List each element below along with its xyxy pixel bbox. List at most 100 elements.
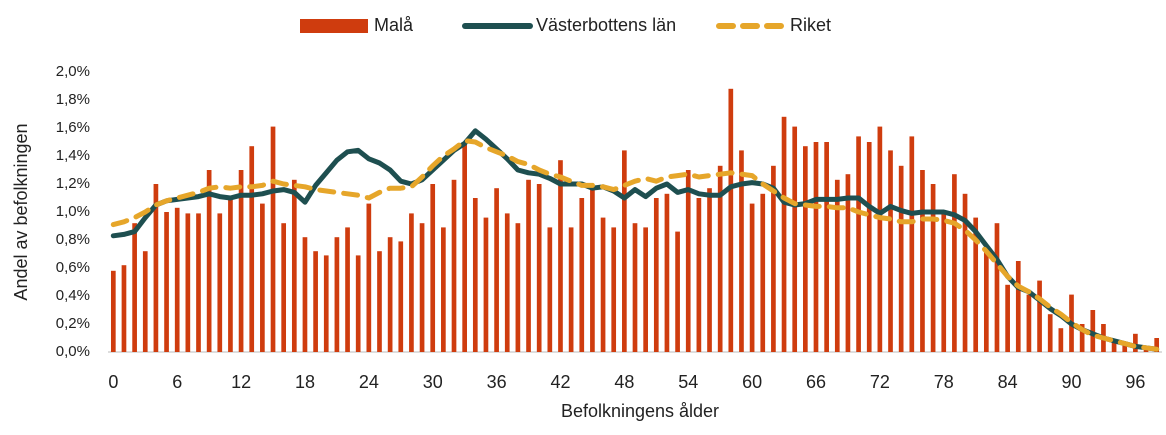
bar (270, 126, 276, 352)
bar (132, 223, 137, 352)
x-tick-label: 72 (870, 372, 890, 392)
x-tick-label: 30 (423, 372, 443, 392)
legend-swatch (300, 19, 368, 33)
bar (1015, 261, 1021, 352)
bar (185, 213, 191, 352)
y-tick-label: 1,0% (56, 203, 90, 220)
bar (536, 184, 542, 352)
bar (504, 213, 510, 352)
bar (260, 203, 265, 352)
bar (345, 227, 350, 352)
bar (611, 227, 617, 352)
y-tick-label: 0,6% (56, 259, 90, 276)
dashed-line (110, 138, 1160, 352)
bar (962, 193, 968, 352)
bar (866, 142, 872, 352)
bar (898, 165, 904, 352)
bar (707, 188, 712, 352)
bar (451, 179, 457, 352)
bar (228, 198, 233, 352)
bar (803, 146, 808, 352)
legend-label: Västerbottens län (536, 15, 676, 35)
bar (153, 184, 159, 352)
bar (760, 193, 766, 352)
line (110, 128, 1160, 352)
x-tick-label: 6 (172, 372, 182, 392)
bar (1079, 324, 1085, 352)
bar (377, 251, 382, 352)
x-tick-label: 96 (1125, 372, 1145, 392)
y-tick-label: 0,4% (56, 287, 90, 304)
bar (739, 150, 744, 352)
bar (217, 213, 223, 352)
bar (834, 179, 840, 352)
bar (302, 237, 308, 352)
bar (110, 270, 116, 352)
bar (771, 165, 776, 352)
x-tick-label: 36 (487, 372, 507, 392)
bar (334, 237, 340, 352)
x-tick-label: 60 (742, 372, 762, 392)
x-axis-title: Befolkningens ålder (561, 401, 719, 421)
bar (930, 184, 936, 352)
bar (600, 217, 606, 352)
bar (398, 241, 404, 352)
bar (387, 237, 393, 352)
bar (877, 126, 883, 352)
bar (632, 223, 638, 352)
bar (206, 170, 212, 352)
bar (920, 170, 925, 352)
bar (355, 255, 361, 352)
bar (121, 265, 127, 352)
x-tick-label: 90 (1061, 372, 1081, 392)
bar (824, 142, 829, 352)
legend-label: Riket (790, 15, 831, 35)
bar (174, 207, 180, 352)
bar (856, 136, 861, 352)
bar (792, 126, 798, 352)
bar (281, 223, 287, 352)
bar (558, 160, 563, 352)
y-tick-label: 0,0% (56, 343, 90, 360)
x-tick-label: 48 (614, 372, 634, 392)
x-tick-label: 78 (934, 372, 954, 392)
bar (643, 227, 648, 352)
bar (515, 223, 521, 352)
bar (1037, 280, 1042, 352)
bar (717, 165, 723, 352)
bar (781, 116, 787, 352)
x-tick-label: 42 (550, 372, 570, 392)
bar (419, 223, 425, 352)
bar (196, 213, 201, 352)
bar (845, 174, 851, 352)
x-tick-label: 66 (806, 372, 826, 392)
y-tick-label: 1,6% (56, 119, 90, 136)
bar (472, 198, 478, 352)
bar (1090, 310, 1096, 352)
bar (568, 227, 574, 352)
x-tick-label: 12 (231, 372, 251, 392)
bar (462, 142, 467, 352)
bar (664, 193, 670, 352)
bar (430, 184, 436, 352)
bar (1111, 342, 1117, 352)
bar (366, 203, 372, 352)
x-tick-label: 84 (998, 372, 1018, 392)
bar (1133, 333, 1138, 352)
bar (1122, 342, 1128, 352)
legend-label: Malå (374, 15, 414, 35)
bar (622, 150, 627, 352)
bar (685, 170, 691, 352)
bar (249, 146, 255, 352)
bar (547, 227, 553, 352)
x-tick-label: 54 (678, 372, 698, 392)
bar (941, 213, 947, 352)
x-tick-label: 18 (295, 372, 315, 392)
y-tick-label: 1,4% (56, 147, 90, 164)
y-tick-label: 0,8% (56, 231, 90, 248)
x-tick-label: 24 (359, 372, 379, 392)
bar (749, 203, 755, 352)
bar (164, 212, 169, 352)
x-tick-label: 0 (108, 372, 118, 392)
